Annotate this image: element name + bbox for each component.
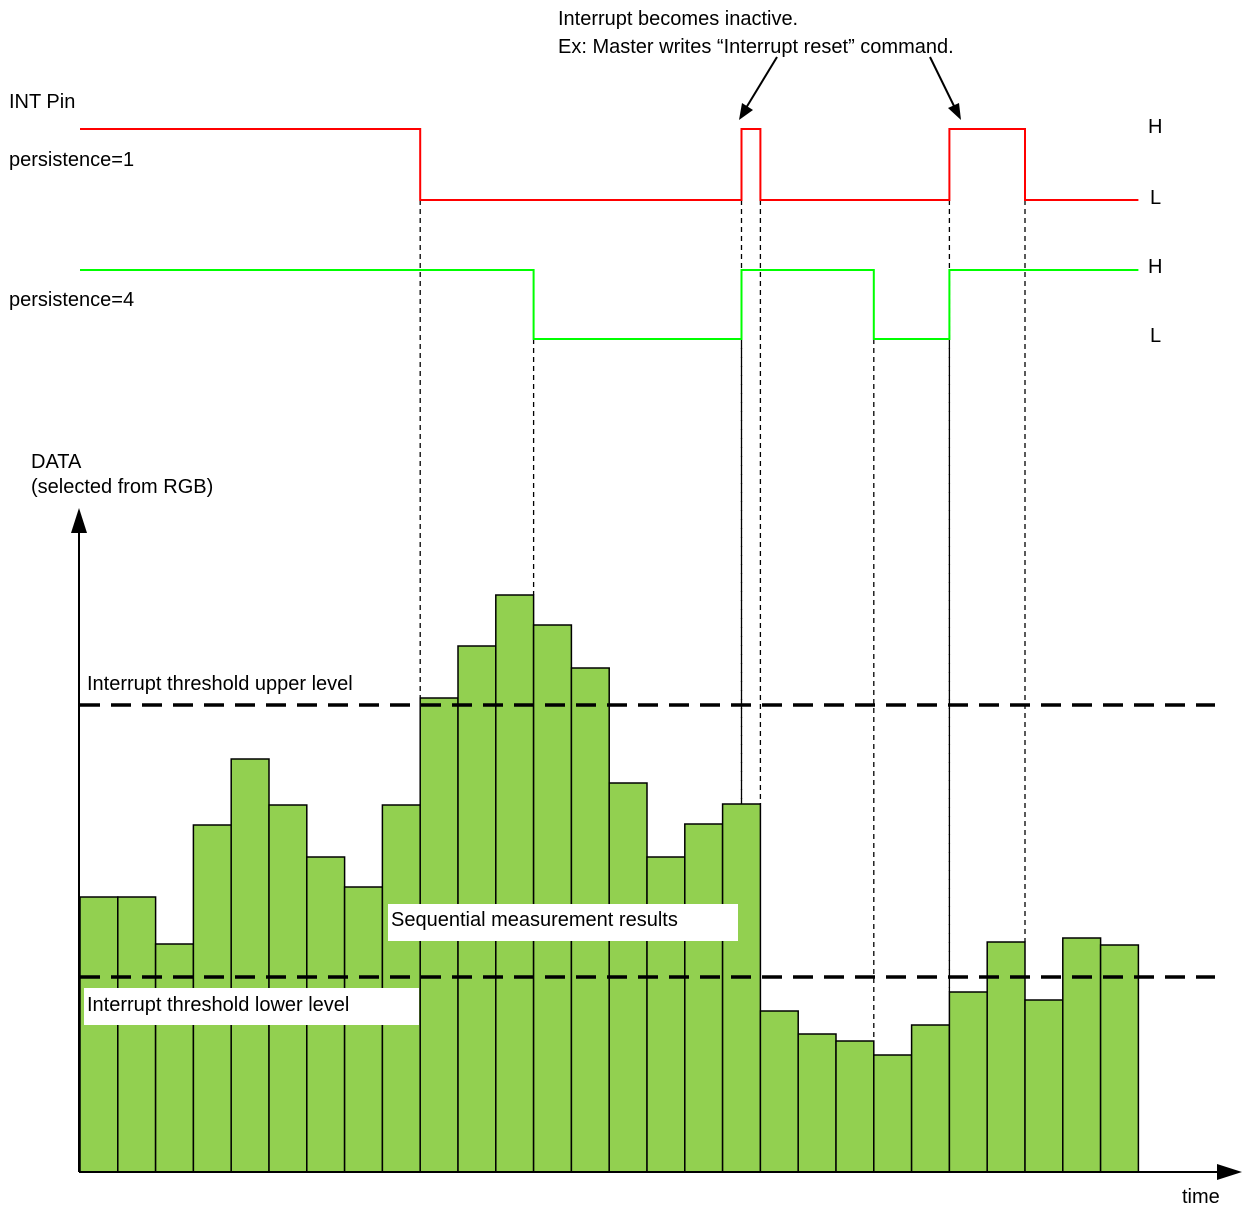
measurement-bar	[495, 594, 535, 1173]
lower-threshold-label-bg	[84, 988, 419, 1025]
measurement-bar	[684, 823, 724, 1173]
callout-subtitle: Ex: Master writes “Interrupt reset” comm…	[558, 36, 954, 58]
callout-arrowhead-1	[739, 103, 753, 120]
y-axis-sublabel: (selected from RGB)	[31, 476, 213, 498]
measurement-bar	[343, 886, 384, 1173]
callout-arrow-1	[745, 56, 778, 109]
measurement-bar	[1099, 944, 1140, 1173]
measurement-bar	[1062, 937, 1102, 1173]
measurement-bar	[797, 1033, 837, 1173]
measurement-bar	[532, 624, 573, 1173]
persistence-1-label: persistence=1	[9, 149, 134, 171]
low-label-persistence-1: L	[1150, 187, 1161, 209]
callout-arrowhead-2	[948, 103, 961, 120]
lower-threshold-label: Interrupt threshold lower level	[87, 994, 349, 1016]
bars-label: Sequential measurement results	[391, 909, 678, 931]
measurement-bar	[910, 1024, 951, 1173]
high-label-persistence-4: H	[1148, 256, 1162, 278]
measurement-bar	[79, 896, 119, 1173]
measurement-bar	[759, 1010, 799, 1173]
low-label-persistence-4: L	[1150, 325, 1161, 347]
y-axis-arrowhead	[71, 508, 87, 533]
measurement-bar	[1024, 999, 1064, 1173]
high-label-persistence-1: H	[1148, 116, 1162, 138]
x-axis-label: time	[1182, 1186, 1220, 1207]
callout-arrow-2	[929, 56, 955, 107]
measurement-bar	[873, 1054, 913, 1173]
measurement-bar	[721, 803, 762, 1173]
measurement-bar	[948, 991, 988, 1173]
y-axis-label: DATA	[31, 451, 82, 473]
upper-threshold-label: Interrupt threshold upper level	[87, 673, 353, 695]
measurement-bar	[835, 1040, 875, 1173]
x-axis-arrowhead	[1217, 1164, 1242, 1180]
int-pin-persistence-1-signal	[80, 128, 1139, 201]
upper-threshold-label-bg	[84, 668, 407, 698]
persistence-4-label: persistence=4	[9, 289, 134, 311]
int-pin-persistence-4-signal	[80, 269, 1139, 340]
bars-label-bg	[388, 904, 738, 941]
measurement-bar	[230, 758, 270, 1173]
edge-guide-lines	[419, 200, 1026, 1041]
int-pin-label: INT Pin	[9, 91, 75, 113]
callout-title: Interrupt becomes inactive.	[558, 8, 798, 30]
measurement-bar	[117, 896, 157, 1173]
